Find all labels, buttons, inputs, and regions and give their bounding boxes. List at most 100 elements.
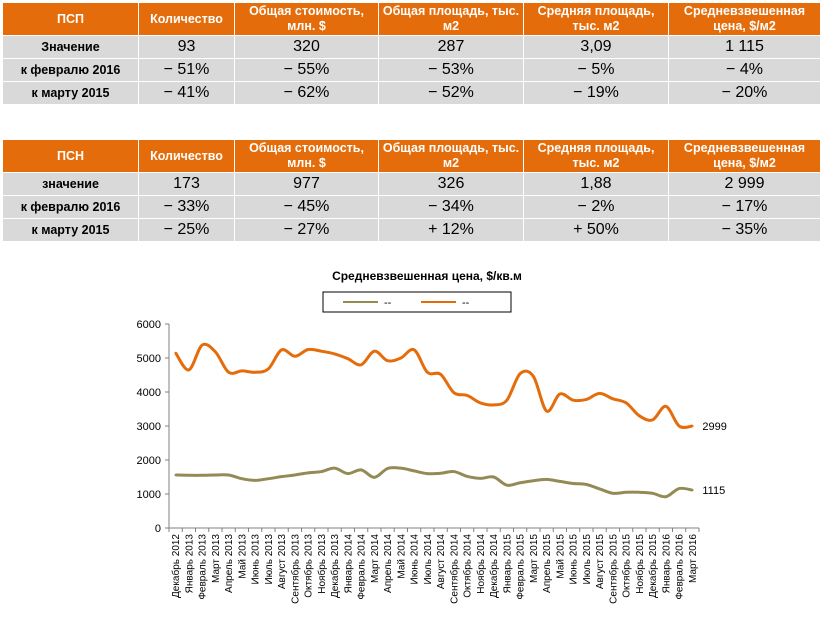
x-tick-label: Ноябрь 2014 xyxy=(475,534,487,594)
psn-table: ПСН Количество Общая стоимость, млн. $ О… xyxy=(2,139,821,242)
table-cell: 1 115 xyxy=(668,35,821,59)
psn-data-point xyxy=(518,372,522,375)
row-label: значение xyxy=(2,172,139,196)
table-cell: − 2% xyxy=(523,195,669,219)
psp-data-point xyxy=(532,479,535,482)
psp-header-cell: Общая стоимость, млн. $ xyxy=(234,2,379,36)
x-tick-label: Август 2013 xyxy=(277,534,288,590)
psp-data-point xyxy=(558,480,562,483)
x-tick-label: Февраль 2014 xyxy=(357,534,368,600)
psp-data-point xyxy=(677,487,681,490)
table-cell: + 50% xyxy=(523,218,669,242)
psn-header-cell: ПСН xyxy=(2,139,139,173)
table-cell: 977 xyxy=(234,172,379,196)
psp-data-point xyxy=(479,477,482,480)
psp-table: ПСП Количество Общая стоимость, млн. $ О… xyxy=(2,2,821,105)
psp-data-point xyxy=(333,466,336,470)
table-cell: 173 xyxy=(138,172,235,196)
x-tick-label: Февраль 2015 xyxy=(516,534,527,600)
psn-header-cell: Средняя площадь, тыс. м2 xyxy=(523,139,669,173)
psn-data-point xyxy=(373,350,376,353)
psp-header-cell: Средняя площадь, тыс. м2 xyxy=(523,2,669,36)
table-cell: − 19% xyxy=(523,81,669,105)
psn-data-point xyxy=(386,359,389,362)
psp-data-point xyxy=(373,476,376,479)
psn-data-point xyxy=(479,401,482,405)
x-tick-label: Июнь 2013 xyxy=(251,534,262,585)
series-end-label: 1115 xyxy=(702,485,725,497)
psn-data-point xyxy=(214,350,217,354)
psp-data-point xyxy=(624,491,628,494)
x-tick-label: Декабрь 2015 xyxy=(647,534,659,598)
x-tick-label: Октябрь 2013 xyxy=(303,534,315,598)
psn-data-point xyxy=(624,401,628,405)
table-cell: − 45% xyxy=(234,195,379,219)
x-tick-label: Апрель 2014 xyxy=(383,534,394,593)
x-tick-label: Декабрь 2013 xyxy=(329,534,341,598)
psn-data-point xyxy=(320,350,323,353)
table-row: к февралю 2016 − 33% − 45% − 34% − 2% − … xyxy=(2,195,821,219)
psn-data-point xyxy=(677,424,681,428)
psp-data-point xyxy=(227,473,230,477)
psp-data-point xyxy=(651,492,654,495)
row-label: Значение xyxy=(2,35,139,59)
psp-data-point xyxy=(545,478,548,481)
x-tick-label: Октябрь 2014 xyxy=(462,534,474,598)
psp-data-point xyxy=(598,487,601,491)
table-cell: 320 xyxy=(234,35,379,59)
psp-data-point xyxy=(518,481,522,484)
psn-data-point xyxy=(253,371,257,374)
psp-data-point xyxy=(691,488,694,492)
table-row: значение 173 977 326 1,88 2 999 xyxy=(2,172,821,196)
psn-data-point xyxy=(333,352,336,356)
legend-box xyxy=(322,291,512,313)
psp-data-point xyxy=(293,473,297,477)
psp-data-point xyxy=(240,477,244,480)
table-cell: 2 999 xyxy=(668,172,821,196)
x-tick-label: Январь 2013 xyxy=(184,534,195,594)
psp-header-cell: Общая площадь, тыс. м2 xyxy=(378,2,524,36)
psn-data-point xyxy=(267,367,270,371)
x-tick-label: Июнь 2015 xyxy=(569,534,580,585)
psp-data-point xyxy=(465,475,469,478)
x-tick-label: Июль 2013 xyxy=(264,534,275,585)
y-tick-label: 1000 xyxy=(137,489,161,501)
x-tick-label: Сентябрь 2013 xyxy=(289,534,301,604)
psn-data-point xyxy=(638,414,641,417)
table-cell: − 5% xyxy=(523,58,669,82)
psp-data-point xyxy=(399,466,403,470)
psn-header-cell: Общая площадь, тыс. м2 xyxy=(378,139,524,173)
table-row: Значение 93 320 287 3,09 1 115 xyxy=(2,35,821,59)
psp-header-cell: ПСП xyxy=(2,2,139,36)
table-cell: 1,88 xyxy=(523,172,669,196)
x-tick-label: Июнь 2014 xyxy=(410,534,421,585)
x-tick-label: Июль 2015 xyxy=(582,534,593,585)
table-cell: 93 xyxy=(138,35,235,59)
table-row: к марту 2015 − 25% − 27% + 12% + 50% − 3… xyxy=(2,218,821,242)
row-label: к марту 2015 xyxy=(2,81,139,105)
psp-data-point xyxy=(174,473,177,477)
y-tick-label: 4000 xyxy=(137,387,161,399)
psp-header-row: ПСП Количество Общая стоимость, млн. $ О… xyxy=(2,2,821,36)
x-tick-label: Август 2014 xyxy=(436,534,447,590)
table-cell: 287 xyxy=(378,35,524,59)
psn-data-point xyxy=(452,391,456,394)
psn-data-point xyxy=(346,357,350,360)
table-cell: − 34% xyxy=(378,195,524,219)
x-tick-label: Декабрь 2014 xyxy=(488,534,500,598)
psn-data-point xyxy=(426,371,429,374)
table-cell: − 41% xyxy=(138,81,235,105)
x-tick-label: Ноябрь 2013 xyxy=(316,534,328,594)
psp-data-point xyxy=(214,473,217,477)
x-tick-label: Декабрь 2012 xyxy=(170,534,182,598)
psp-data-point xyxy=(492,475,495,479)
x-tick-label: Март 2013 xyxy=(211,534,222,583)
psp-data-point xyxy=(426,472,429,475)
table-row: к февралю 2016 − 51% − 55% − 53% − 5% − … xyxy=(2,58,821,82)
legend-label: -- xyxy=(462,297,470,309)
psp-data-point xyxy=(187,474,191,477)
psn-header-cell: Средневзвешенная цена, $/м2 xyxy=(668,139,821,173)
table-cell: − 27% xyxy=(234,218,379,242)
y-tick-label: 0 xyxy=(155,523,161,535)
